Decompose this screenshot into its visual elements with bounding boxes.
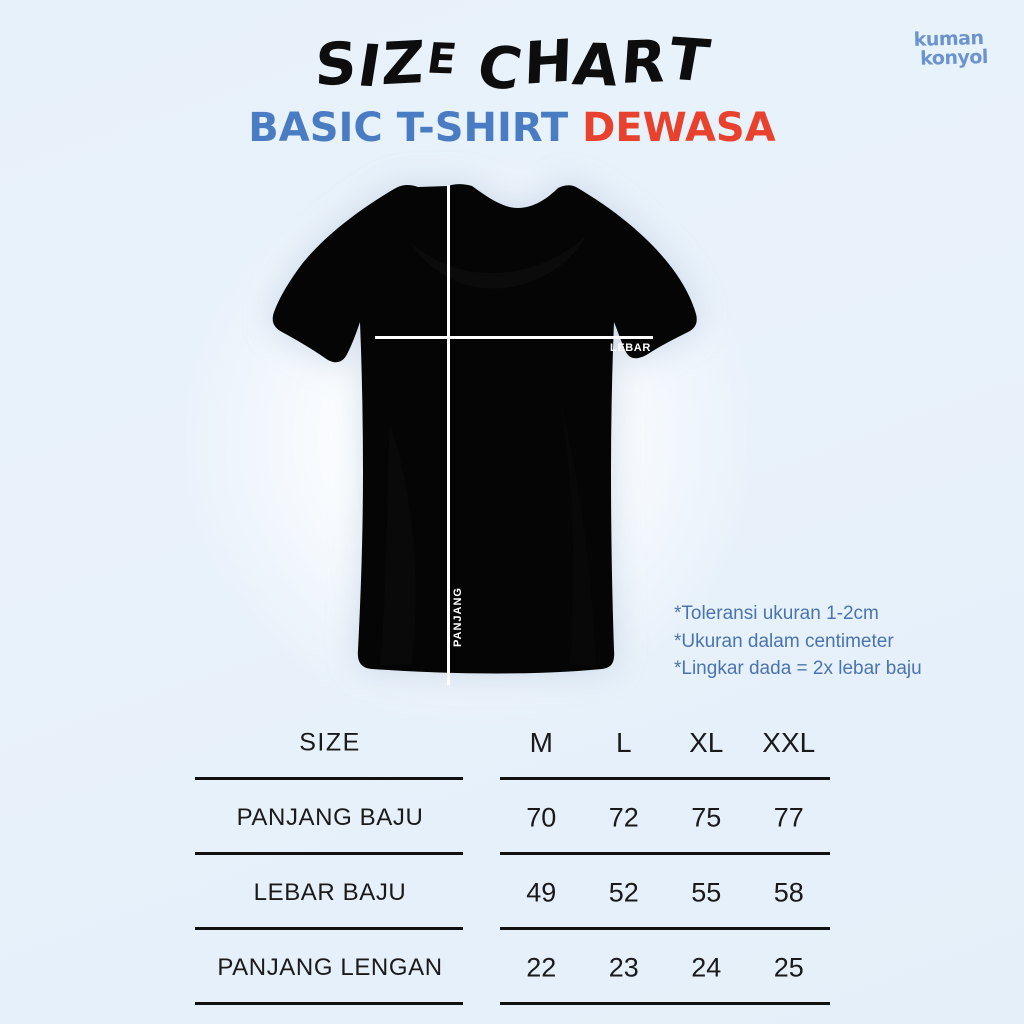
table-cell: 58 (773, 877, 804, 907)
table-cell: 22 (526, 952, 557, 982)
note-item: *Ukuran dalam centimeter (674, 630, 894, 652)
table-header-row: SIZE M L XL XXL (0, 705, 1024, 780)
size-table: SIZE M L XL XXL PANJANG BAJU 70 72 75 77… (0, 705, 1024, 1005)
table-cell: 52 (608, 877, 639, 907)
length-measure-line (447, 185, 450, 685)
page-title: SIZE CHART (0, 25, 1024, 104)
page-subtitle: BASIC T-SHIRT DEWASA (0, 105, 1024, 151)
table-cell: 55 (691, 877, 722, 907)
width-measure-label: LEBAR (610, 342, 651, 354)
table-cell: 70 (526, 802, 557, 832)
table-cell: 72 (608, 802, 639, 832)
table-header-label: SIZE (299, 728, 361, 756)
row-divider-left (195, 852, 463, 855)
size-column-header: XL (689, 726, 724, 758)
title-letter: H (522, 26, 576, 98)
row-values: 22 23 24 25 (500, 952, 830, 983)
notes-list: *Toleransi ukuran 1-2cm *Ukuran dalam ce… (674, 600, 922, 683)
row-divider-left (195, 1002, 463, 1005)
table-header-sizes: M L XL XXL (500, 727, 830, 759)
note-item: *Lingkar dada = 2x lebar baju (674, 658, 922, 680)
table-row: PANJANG LENGAN 22 23 24 25 (0, 930, 1024, 1005)
table-cell: 25 (773, 952, 804, 982)
size-column-header: M (529, 726, 553, 758)
width-measure-line (375, 336, 653, 339)
table-row: PANJANG BAJU 70 72 75 77 (0, 780, 1024, 855)
row-divider-right (500, 852, 830, 855)
title-letter: E (424, 33, 462, 84)
table-cell: 24 (691, 952, 722, 982)
subtitle-audience: DEWASA (582, 105, 776, 151)
row-values: 70 72 75 77 (500, 802, 830, 833)
title-letter: T (662, 24, 716, 96)
title-letter: A (569, 30, 626, 100)
subtitle-product: BASIC T-SHIRT (248, 105, 569, 151)
row-label: LEBAR BAJU (253, 878, 407, 906)
table-cell: 49 (526, 877, 557, 907)
row-divider-right (500, 1002, 830, 1005)
tshirt-illustration: LEBAR PANJANG (240, 172, 720, 697)
title-letter: S (313, 28, 360, 100)
note-item: *Toleransi ukuran 1-2cm (674, 603, 879, 624)
table-cell: 77 (773, 802, 804, 832)
row-divider-left (195, 927, 463, 930)
length-measure-label: PANJANG (452, 587, 464, 647)
tshirt-shape-icon (272, 184, 697, 674)
size-column-header: L (615, 726, 632, 758)
row-divider-right (500, 927, 830, 930)
title-letter: R (618, 27, 671, 97)
row-values: 49 52 55 58 (500, 877, 830, 908)
title-letter: Z (380, 27, 429, 99)
title-letter: C (471, 32, 530, 104)
row-divider-left (195, 777, 463, 780)
row-label: PANJANG BAJU (236, 803, 424, 831)
table-cell: 23 (608, 952, 639, 982)
table-cell: 75 (691, 802, 722, 832)
row-label: PANJANG LENGAN (217, 953, 443, 981)
row-divider-right (500, 777, 830, 780)
table-row: LEBAR BAJU 49 52 55 58 (0, 855, 1024, 930)
size-column-header: XXL (762, 726, 816, 758)
